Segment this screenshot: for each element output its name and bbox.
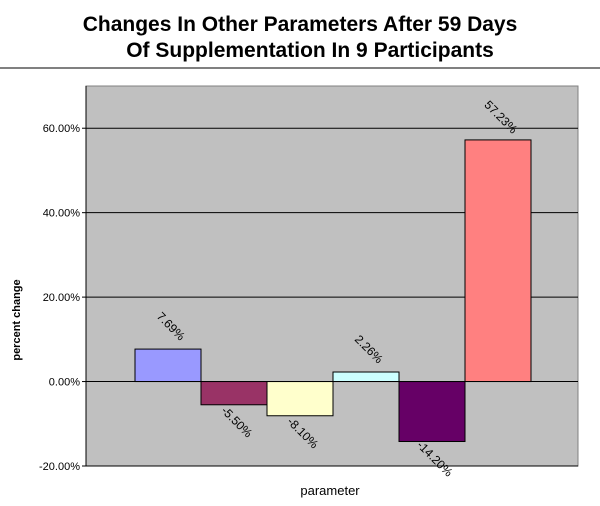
bar	[266, 381, 334, 417]
y-tick-label: 60.00%	[43, 123, 81, 135]
bar	[200, 381, 268, 406]
y-tick-label: 20.00%	[43, 292, 81, 304]
y-tick-label: -20.00%	[39, 461, 80, 473]
chart-title-line-2: Of Supplementation In 9 Participants	[126, 39, 494, 62]
bar	[134, 348, 202, 383]
x-axis-label: parameter	[300, 483, 360, 498]
chart-title-line-1: Changes In Other Parameters After 59 Day…	[83, 13, 518, 36]
y-tick-label: 40.00%	[43, 208, 81, 220]
bar	[464, 139, 532, 383]
plot-area: -20.00%0.00%20.00%40.00%60.00%7.69%-5.50…	[39, 85, 579, 480]
bar	[332, 371, 400, 383]
bar	[398, 381, 466, 443]
y-axis-label: percent change	[11, 279, 23, 360]
y-tick-label: 0.00%	[49, 377, 80, 389]
